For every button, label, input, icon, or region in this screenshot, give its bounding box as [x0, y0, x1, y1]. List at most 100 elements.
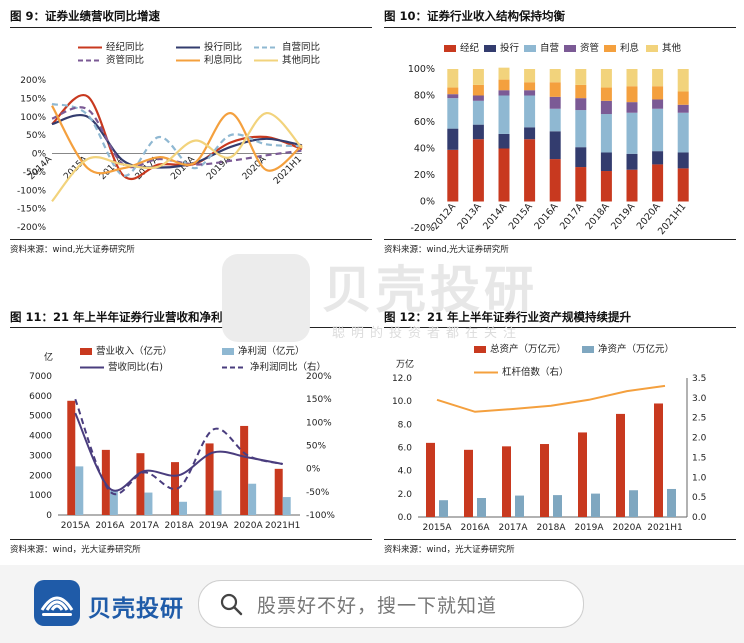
y-tick-label: 100% [408, 64, 435, 75]
stack-segment-3 [575, 98, 587, 111]
bar-1 [439, 500, 448, 517]
stack-segment-4 [447, 87, 459, 95]
fig10-source: 资料来源：wind,光大证券研究所 [384, 245, 509, 255]
stack-segment-3 [626, 102, 638, 113]
stack-segment-1 [498, 133, 510, 149]
series-line-3 [74, 398, 283, 496]
stack-segment-0 [652, 164, 664, 202]
legend-label-3: 资管 [580, 42, 599, 54]
x-tick-label: 2017A [130, 521, 160, 531]
bar-1 [591, 493, 600, 517]
series-line-2 [74, 412, 283, 492]
stack-segment-4 [600, 87, 612, 101]
legend-label-5: 其他 [662, 42, 682, 54]
y-tick-label: 150% [20, 94, 46, 104]
series-line-2 [436, 384, 666, 413]
y-tick-label: 50% [26, 131, 46, 141]
stack-segment-2 [498, 95, 510, 134]
x-tick-label: 2021H1 [656, 201, 688, 237]
stack-segment-4 [575, 84, 587, 99]
stack-segment-0 [626, 169, 638, 202]
stack-segment-4 [677, 91, 689, 105]
stack-segment-1 [575, 147, 587, 168]
fig12-source-rule [384, 539, 736, 540]
y-left-tick-label: 1000 [29, 491, 52, 501]
stack-segment-1 [677, 152, 689, 169]
y-tick-label: -150% [17, 205, 46, 215]
legend-label-0: 总资产（万亿元） [490, 343, 566, 355]
legend-swatch-1 [582, 346, 594, 353]
bar-1 [248, 483, 257, 515]
series-line-4 [51, 105, 303, 175]
y-tick-label: 200% [20, 76, 46, 86]
legend-label-1: 投行 [500, 42, 520, 54]
bar-1 [75, 466, 84, 515]
stack-segment-4 [549, 82, 561, 97]
y-left-tick-label: 6.0 [398, 444, 413, 454]
x-tick-label: 2016A [532, 201, 560, 232]
fig12-title: 图 12：21 年上半年证券行业资产规模持续提升 [384, 310, 632, 324]
bar-0 [426, 442, 435, 517]
x-tick-label: 2014A [481, 201, 509, 232]
fig10-title-rule [384, 27, 736, 28]
stack-segment-2 [652, 108, 664, 152]
search-placeholder[interactable]: 股票好不好，搜一下就知道 [257, 595, 498, 617]
legend-swatch-2 [524, 45, 536, 52]
legend-label-2: 自营同比 [282, 41, 320, 53]
stack-segment-2 [549, 108, 561, 132]
legend-swatch-4 [604, 45, 616, 52]
legend-swatch-5 [646, 45, 658, 52]
y-right-tick-label: -100% [306, 511, 335, 521]
series-line-0 [51, 94, 303, 181]
stack-segment-0 [498, 148, 510, 202]
x-tick-label: 2020A [234, 521, 264, 531]
fig9-title-rule [10, 27, 372, 28]
y-right-tick-label: 150% [306, 395, 332, 405]
y-tick-label: 0% [32, 150, 47, 160]
stack-segment-2 [447, 98, 459, 129]
stack-segment-1 [626, 153, 638, 170]
x-tick-label: 2021H1 [647, 523, 682, 533]
stack-segment-3 [524, 90, 536, 96]
left-axis-unit: 亿 [44, 351, 53, 363]
legend-label-3: 净利润同比（右） [250, 361, 326, 373]
y-left-tick-label: 0 [46, 511, 52, 521]
y-left-tick-label: 2.0 [398, 490, 413, 500]
stack-segment-3 [677, 104, 689, 113]
search-box[interactable]: 股票好不好，搜一下就知道 [198, 580, 584, 628]
stack-segment-0 [677, 168, 689, 202]
fig10-title: 图 10：证券行业收入结构保持均衡 [384, 9, 566, 23]
y-tick-label: -50% [23, 168, 47, 178]
y-left-tick-label: 4.0 [398, 467, 413, 477]
bar-0 [616, 413, 625, 517]
y-right-tick-label: 1.5 [692, 453, 706, 463]
stack-segment-5 [524, 69, 536, 83]
stack-segment-2 [600, 114, 612, 153]
stack-segment-0 [549, 159, 561, 202]
legend-label-2: 营收同比(右) [108, 361, 163, 373]
y-tick-label: 0% [420, 197, 435, 208]
bar-0 [464, 449, 473, 517]
bar-1 [109, 490, 118, 515]
x-tick-label: 2019A [574, 523, 604, 533]
y-left-tick-label: 10.0 [392, 397, 412, 407]
brand-name[interactable]: 贝壳投研 [88, 596, 184, 622]
y-right-tick-label: -50% [306, 488, 330, 498]
stack-segment-1 [652, 151, 664, 165]
legend-label-1: 净利润（亿元） [238, 345, 305, 357]
legend-label-0: 营业收入（亿元） [96, 345, 172, 357]
y-tick-label: -200% [17, 223, 46, 233]
beike-logo-icon[interactable] [34, 580, 80, 626]
legend-label-1: 净资产（万亿元） [598, 343, 674, 355]
y-left-tick-label: 0.0 [398, 513, 413, 523]
x-tick-label: 2021H1 [265, 521, 300, 531]
legend-label-3: 资管同比 [106, 54, 144, 66]
legend-label-0: 经纪 [460, 42, 480, 54]
y-right-tick-label: 0% [306, 465, 321, 475]
stack-segment-3 [447, 94, 459, 99]
bar-0 [136, 453, 145, 515]
stack-segment-1 [600, 152, 612, 172]
y-tick-label: -100% [17, 186, 46, 196]
bar-0 [67, 400, 76, 515]
stack-segment-0 [524, 139, 536, 202]
